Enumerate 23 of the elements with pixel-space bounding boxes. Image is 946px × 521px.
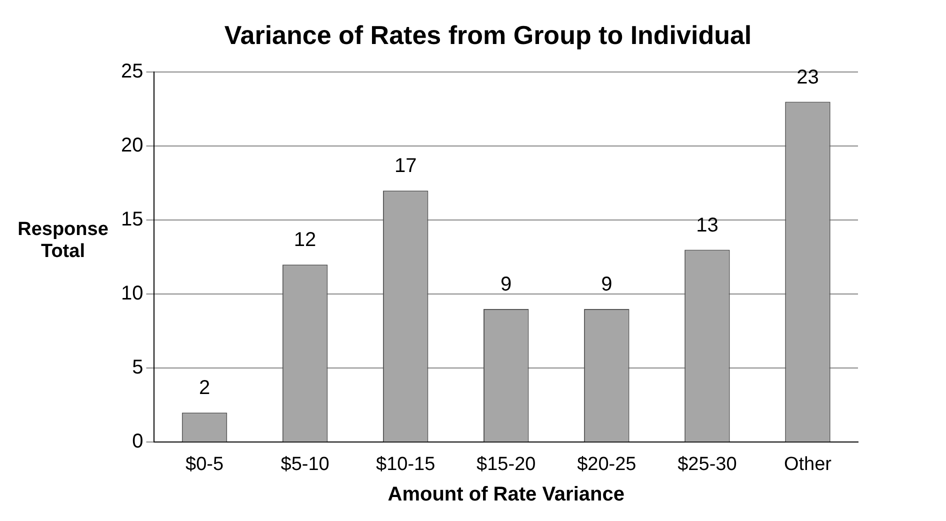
- x-tick-label: $0-5: [186, 453, 224, 474]
- x-tick-label: $5-10: [280, 453, 330, 474]
- x-tick-label: $10-15: [376, 453, 436, 474]
- data-label: 17: [394, 154, 417, 177]
- y-tick-label: 5: [132, 356, 144, 378]
- data-label: 13: [696, 214, 718, 236]
- x-tick-label: $25-30: [678, 453, 737, 474]
- y-tick-label: 15: [120, 208, 144, 230]
- data-label: 9: [601, 273, 612, 296]
- y-tick-label: 0: [132, 430, 144, 452]
- y-axis-title: Response Total: [16, 218, 110, 262]
- x-tick-label: $15-20: [476, 453, 536, 474]
- x-tick-label: Other: [784, 453, 832, 474]
- data-label: 12: [294, 228, 316, 251]
- y-tick-label: 25: [120, 60, 144, 82]
- chart-title: Variance of Rates from Group to Individual: [224, 19, 752, 50]
- x-axis-title: Amount of Rate Variance: [388, 483, 624, 506]
- data-label: 9: [500, 273, 512, 296]
- data-label: 2: [198, 376, 210, 399]
- data-label: 23: [796, 66, 819, 88]
- y-tick-label: 10: [120, 282, 144, 304]
- x-tick-label: $20-25: [577, 453, 636, 474]
- y-tick-label: 20: [120, 134, 144, 156]
